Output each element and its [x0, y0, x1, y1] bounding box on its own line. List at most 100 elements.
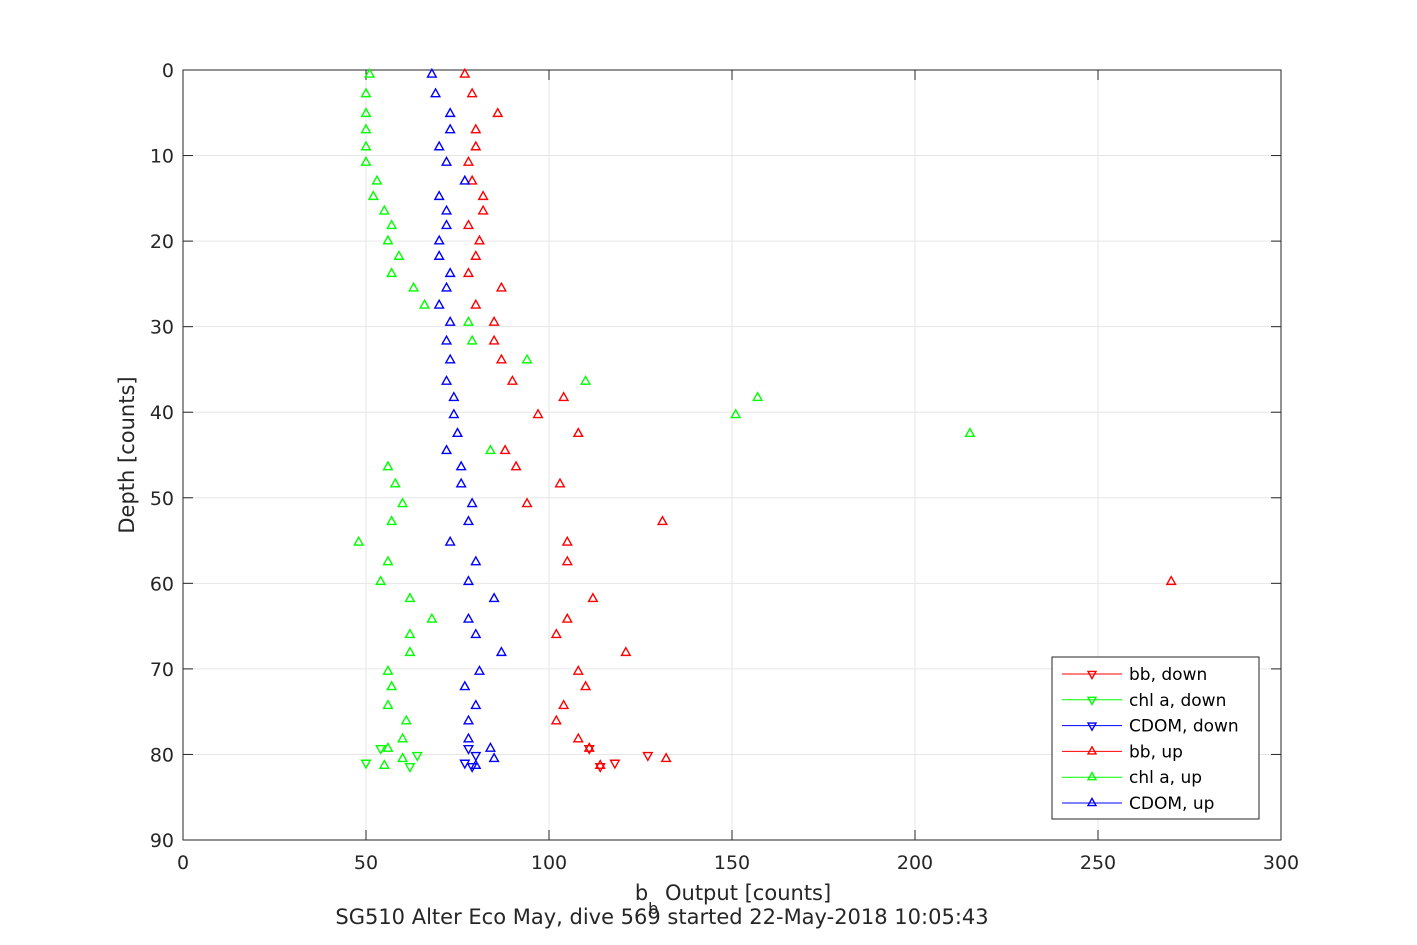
data-point [752, 391, 764, 402]
data-point [462, 315, 475, 326]
data-point [1165, 575, 1177, 586]
data-point [609, 759, 621, 770]
data-point [367, 190, 379, 201]
legend[interactable]: bb, down chl a, down CDOM, down bb, up chl a… [1051, 656, 1260, 820]
legend-box [1051, 656, 1260, 820]
data-point [470, 699, 482, 710]
data-point [389, 477, 401, 488]
y-tick-label: 90 [150, 830, 174, 852]
data-point [404, 646, 416, 657]
data-point [360, 155, 372, 166]
legend-item[interactable]: chl a, down [1062, 691, 1226, 711]
data-point [440, 444, 453, 455]
data-point [730, 408, 742, 419]
grid [183, 70, 1281, 840]
data-point [470, 751, 482, 762]
legend-label: bb, down [1129, 665, 1207, 685]
data-point [620, 646, 632, 657]
data-point [477, 204, 489, 215]
data-point [360, 87, 372, 98]
data-point [484, 444, 496, 455]
data-point [433, 234, 445, 245]
data-point [411, 751, 423, 762]
data-point [433, 190, 445, 201]
data-point [426, 67, 438, 78]
data-point [444, 353, 456, 364]
data-point [572, 665, 584, 675]
data-point [462, 515, 475, 526]
data-point [660, 752, 672, 763]
data-point [444, 107, 456, 118]
legend-item[interactable]: CDOM, up [1062, 794, 1214, 814]
legend-item[interactable]: bb, up [1062, 742, 1183, 762]
data-point [550, 714, 562, 725]
legend-marker-up-icon [1086, 745, 1098, 755]
data-point [572, 427, 584, 438]
legend-marker-up-icon [1086, 771, 1098, 781]
data-point [440, 204, 453, 215]
data-point [470, 298, 482, 309]
x-tick-label: 50 [354, 852, 378, 874]
data-point [488, 315, 500, 326]
legend-label: CDOM, down [1129, 717, 1239, 737]
data-point [473, 234, 486, 245]
legend-marker-up-icon [1086, 796, 1098, 807]
data-point [488, 592, 500, 603]
legend-label: chl a, down [1129, 691, 1226, 711]
data-point [440, 219, 453, 230]
data-point [462, 745, 475, 755]
data-point [382, 665, 394, 675]
data-point [521, 497, 533, 508]
series-cdom-up [426, 67, 507, 770]
data-point [462, 219, 475, 230]
y-tick-label: 60 [150, 573, 174, 595]
data-point [433, 250, 445, 260]
data-point [459, 759, 471, 770]
data-point [594, 759, 606, 770]
data-point [558, 699, 570, 710]
legend-label: chl a, up [1129, 768, 1202, 788]
data-point [462, 267, 475, 278]
data-point [594, 762, 606, 773]
data-point [408, 281, 420, 292]
data-point [459, 67, 471, 78]
data-point [488, 752, 500, 763]
data-point [444, 267, 456, 278]
data-point [397, 752, 409, 763]
data-point [386, 515, 398, 526]
data-point [561, 612, 573, 623]
legend-marker-down-icon [1086, 722, 1098, 732]
data-point [964, 427, 976, 438]
data-point [561, 535, 573, 546]
y-tick-label: 30 [150, 317, 174, 339]
series-chl-a-down [360, 745, 423, 773]
legend-item[interactable]: bb, down [1062, 665, 1207, 685]
data-point [462, 612, 475, 623]
series-bb-down [583, 745, 654, 773]
data-point [448, 391, 460, 402]
data-point [433, 140, 445, 151]
y-tick-label: 70 [150, 659, 174, 681]
data-point [466, 762, 478, 773]
data-point [397, 497, 409, 508]
data-point [510, 460, 522, 471]
data-point [477, 190, 489, 201]
data-point [466, 87, 478, 98]
legend-label: CDOM, up [1129, 794, 1214, 814]
series-chl-a-up [353, 67, 976, 770]
legend-marker-down-icon [1086, 670, 1098, 681]
x-axis-label: bb Output [counts] [635, 881, 831, 918]
legend-item[interactable]: chl a, up [1062, 768, 1202, 788]
data-point [455, 477, 467, 488]
data-point [470, 250, 482, 260]
data-point [558, 391, 570, 402]
data-point [462, 575, 475, 586]
data-point [492, 107, 504, 118]
data-point [378, 204, 390, 215]
data-point [462, 714, 475, 725]
legend-item[interactable]: CDOM, down [1062, 717, 1239, 737]
data-point [580, 374, 592, 385]
data-point [495, 281, 507, 292]
data-point [444, 315, 456, 326]
